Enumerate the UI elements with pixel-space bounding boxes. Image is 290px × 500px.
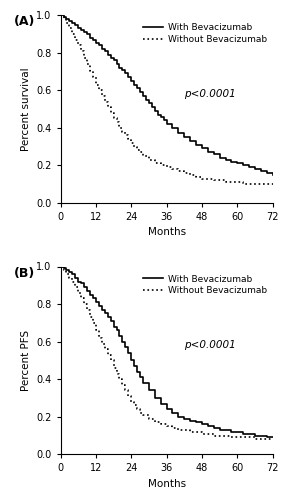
Without Bevacizumab [126,393,130,399]
Without Bevacizumab [126,136,130,142]
With Bevacizumab [147,96,151,102]
X-axis label: Months: Months [148,479,186,489]
Without Bevacizumab [59,12,62,18]
With Bevacizumab [97,299,101,305]
With Bevacizumab [153,395,157,401]
X-axis label: Months: Months [148,228,186,237]
With Bevacizumab [59,12,62,18]
Without Bevacizumab [271,436,274,442]
With Bevacizumab [200,420,204,426]
Without Bevacizumab [200,429,204,435]
Y-axis label: Percent survival: Percent survival [21,67,31,151]
Without Bevacizumab [182,427,186,433]
With Bevacizumab [271,434,274,440]
Line: With Bevacizumab: With Bevacizumab [61,15,273,174]
Line: Without Bevacizumab: Without Bevacizumab [61,15,273,184]
Without Bevacizumab [97,328,101,334]
With Bevacizumab [165,118,168,124]
With Bevacizumab [59,264,62,270]
With Bevacizumab [182,416,186,422]
With Bevacizumab [265,434,269,440]
Text: p<0.0001: p<0.0001 [184,89,235,99]
Text: (A): (A) [14,15,35,28]
With Bevacizumab [70,269,74,275]
Without Bevacizumab [59,264,62,270]
With Bevacizumab [112,57,115,63]
Without Bevacizumab [97,82,101,87]
Without Bevacizumab [242,181,245,187]
With Bevacizumab [103,48,106,54]
Without Bevacizumab [182,170,186,176]
Without Bevacizumab [153,420,157,426]
Without Bevacizumab [253,436,257,442]
Legend: With Bevacizumab, Without Bevacizumab: With Bevacizumab, Without Bevacizumab [139,271,270,299]
Without Bevacizumab [153,160,157,166]
With Bevacizumab [271,172,274,177]
With Bevacizumab [126,350,130,356]
Without Bevacizumab [200,174,204,180]
With Bevacizumab [70,20,74,26]
With Bevacizumab [144,96,148,102]
Line: Without Bevacizumab: Without Bevacizumab [61,266,273,440]
Line: With Bevacizumab: With Bevacizumab [61,266,273,438]
Legend: With Bevacizumab, Without Bevacizumab: With Bevacizumab, Without Bevacizumab [139,20,270,48]
Without Bevacizumab [70,26,74,32]
Y-axis label: Percent PFS: Percent PFS [21,330,31,391]
Text: p<0.0001: p<0.0001 [184,340,235,350]
Text: (B): (B) [14,266,35,280]
Without Bevacizumab [271,181,274,187]
Without Bevacizumab [70,275,74,281]
